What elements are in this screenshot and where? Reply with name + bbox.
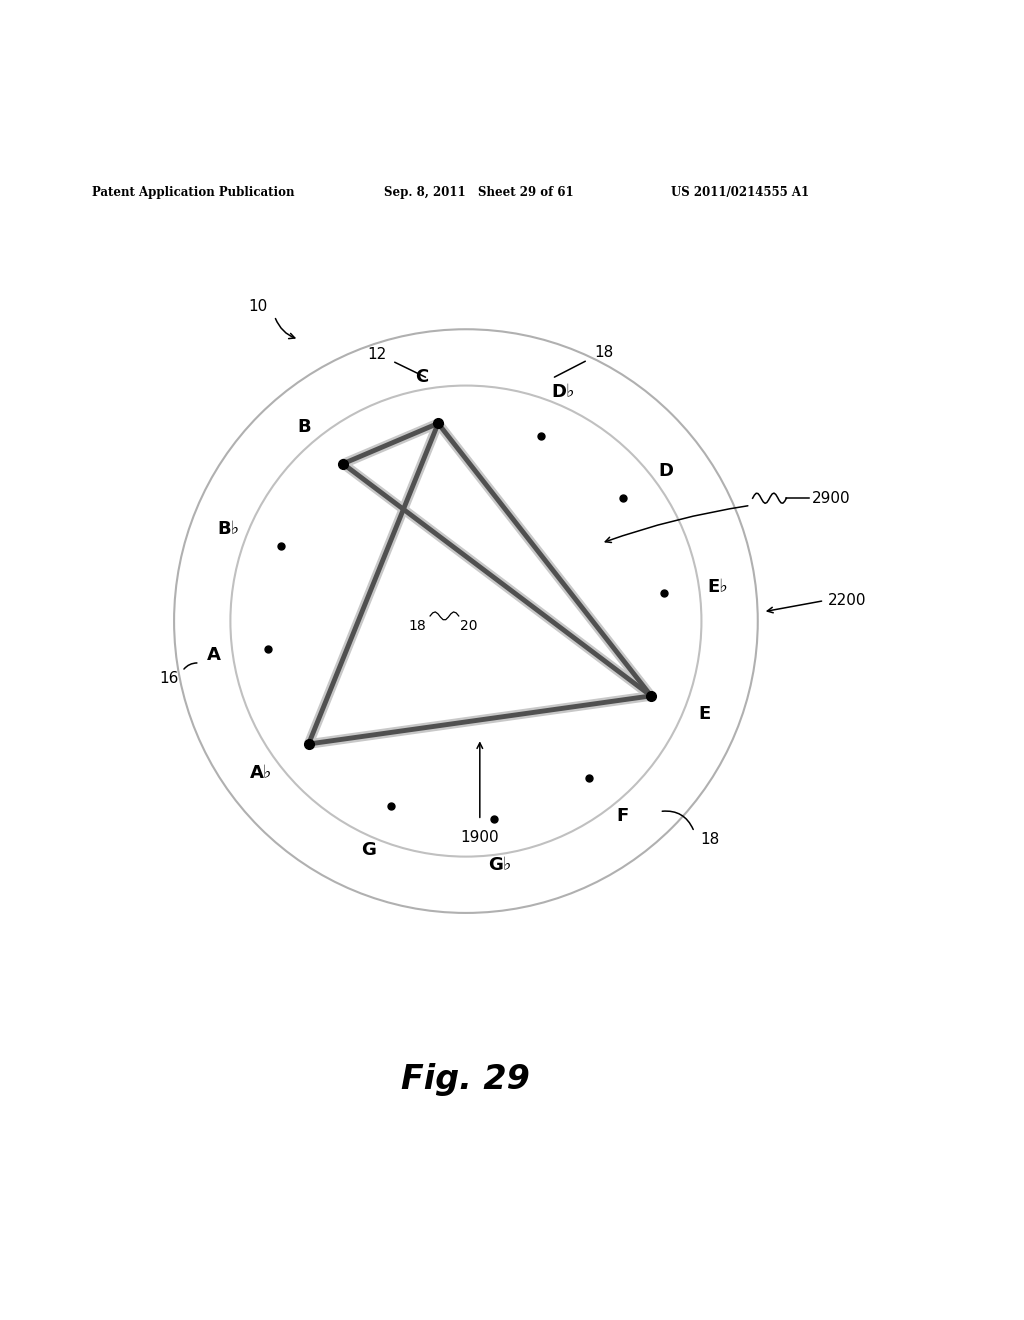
Text: 18: 18 [700,832,719,846]
Text: 16: 16 [160,671,178,686]
Text: C: C [415,368,428,385]
Text: 10: 10 [249,300,267,314]
Text: G♭: G♭ [488,857,512,874]
Text: 2200: 2200 [827,593,866,609]
Text: B♭: B♭ [218,520,240,537]
Text: 2900: 2900 [812,491,851,506]
Text: B: B [297,417,310,436]
Text: 1900: 1900 [461,830,499,845]
Text: D: D [658,462,673,480]
Text: A: A [207,647,220,664]
Text: 18: 18 [595,346,613,360]
Text: F: F [616,807,629,825]
Text: 20: 20 [460,619,478,634]
Text: A♭: A♭ [250,764,272,781]
Text: 18: 18 [409,619,427,634]
Text: G: G [360,841,376,859]
Text: Sep. 8, 2011   Sheet 29 of 61: Sep. 8, 2011 Sheet 29 of 61 [384,186,573,199]
Text: US 2011/0214555 A1: US 2011/0214555 A1 [671,186,809,199]
Text: D♭: D♭ [552,383,575,401]
Text: E: E [698,705,711,722]
Text: Fig. 29: Fig. 29 [401,1064,530,1097]
Text: 12: 12 [368,347,386,363]
Text: Patent Application Publication: Patent Application Publication [92,186,295,199]
Text: E♭: E♭ [708,578,728,595]
